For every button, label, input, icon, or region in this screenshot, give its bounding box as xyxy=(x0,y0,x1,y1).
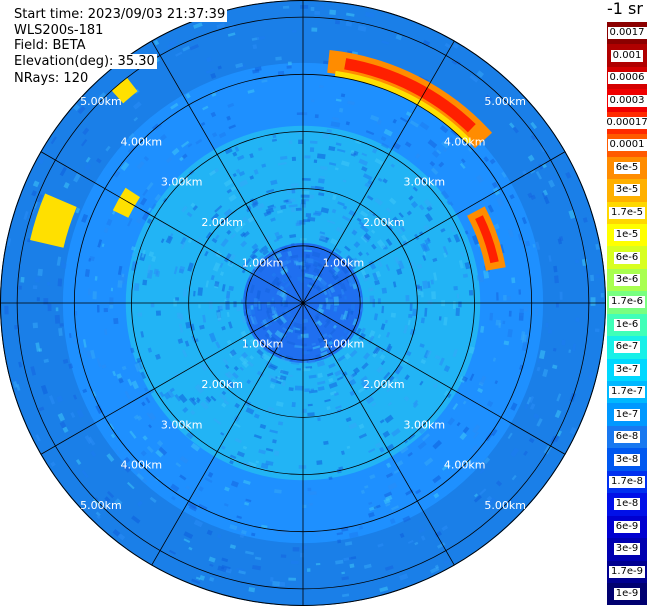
colorbar-swatch: 0.0003 xyxy=(607,89,647,112)
start-time-label: Start time: 2023/09/03 21:37:39 xyxy=(12,7,228,22)
range-ring-label: 5.00km xyxy=(484,499,526,512)
colorbar-tick-label: 1e-9 xyxy=(613,588,641,601)
colorbar-tick-label: 6e-9 xyxy=(613,520,641,533)
ppi-scan-plot: 1.00km 2.00km 3.00km 4.00km 5.00km 1.00km 2.00… xyxy=(0,0,606,606)
colorbar-swatch: 1e-8 xyxy=(607,493,647,516)
colorbar-swatch: 6e-5 xyxy=(607,156,647,180)
colorbar-tick-label: 1e-5 xyxy=(613,229,641,242)
colorbar-swatch: 3e-9 xyxy=(607,538,647,561)
instrument-label: WLS200s-181 xyxy=(12,23,106,38)
colorbar-swatch: 1e-6 xyxy=(607,313,647,337)
colorbar-tick-label: 1e-8 xyxy=(613,498,641,511)
colorbar-tick-label: 0.001 xyxy=(610,49,644,62)
colorbar-swatch: 1e-5 xyxy=(607,223,647,247)
plume-northeast-edge xyxy=(334,70,472,145)
colorbar-swatch: 3e-8 xyxy=(607,448,647,471)
colorbar-swatch: 3e-6 xyxy=(607,268,647,292)
colorbar-tick-label: 6e-8 xyxy=(613,431,641,444)
plume-west xyxy=(30,193,77,248)
colorbar-swatch: 0.0001 xyxy=(607,134,647,157)
range-ring-label: 4.00km xyxy=(444,459,486,472)
range-ring-label: 4.00km xyxy=(121,459,163,472)
range-ring-label: 4.00km xyxy=(444,135,486,148)
colorbar-swatch: 0.0017 xyxy=(607,22,647,45)
plume-northeast-core xyxy=(344,58,476,133)
colorbar-swatch: 1.7e-8 xyxy=(607,470,647,494)
colorbar-tick-label: 3e-9 xyxy=(613,543,641,556)
elevation-label: Elevation(deg): 35.30 xyxy=(12,54,157,69)
colorbar-tick-label: 3e-5 xyxy=(613,184,641,197)
colorbar-tick-label: 1.7e-6 xyxy=(608,296,646,309)
colorbar-swatch: 1.7e-9 xyxy=(607,560,647,583)
colorbar-tick-label: 0.0003 xyxy=(607,94,647,107)
azimuth-line xyxy=(151,40,455,566)
colorbar-tick-label: 1.7e-8 xyxy=(608,475,646,488)
plume-northwest xyxy=(111,77,138,104)
range-ring-label: 1.00km xyxy=(323,257,365,270)
colorbar-swatch: 1.7e-6 xyxy=(607,291,647,314)
colorbar-swatch: 0.0006 xyxy=(607,66,647,90)
range-ring-label: 5.00km xyxy=(80,499,122,512)
range-ring-label: 2.00km xyxy=(363,216,405,229)
colorbar-tick-label: 3e-6 xyxy=(613,274,641,287)
colorbar-swatch: 0.00017 xyxy=(604,111,647,135)
colorbar-swatch: 1e-7 xyxy=(607,403,647,426)
range-ring-label: 3.00km xyxy=(403,176,445,189)
colorbar-swatch: 3e-5 xyxy=(607,179,647,202)
plume-west-inner xyxy=(112,187,140,218)
colorbar-tick-label: 0.0006 xyxy=(607,72,647,85)
colorbar-swatch: 6e-6 xyxy=(607,246,647,269)
colorbar-unit-label: -1 sr xyxy=(607,0,643,18)
range-ring-label: 3.00km xyxy=(161,418,203,431)
colorbar-swatch: 1.7e-5 xyxy=(607,201,647,224)
colorbar-tick-label: 6e-6 xyxy=(613,251,641,264)
range-ring-label: 1.00km xyxy=(323,337,365,350)
colorbar-tick-label: 0.0017 xyxy=(607,27,647,40)
range-ring-label: 5.00km xyxy=(80,95,122,108)
colorbar-swatch: 6e-8 xyxy=(607,425,647,449)
field-label: Field: BETA xyxy=(12,38,88,53)
colorbar-swatch: 3e-7 xyxy=(607,358,647,381)
colorbar-tick-label: 1.7e-5 xyxy=(608,206,646,219)
range-ring-label: 3.00km xyxy=(161,176,203,189)
colorbar-tick-label: 0.0001 xyxy=(607,139,647,152)
colorbar-tick-label: 6e-7 xyxy=(613,341,641,354)
nrays-label: NRays: 120 xyxy=(12,71,91,86)
range-ring-label: 4.00km xyxy=(121,135,163,148)
range-ring-label: 3.00km xyxy=(403,418,445,431)
colorbar-tick-label: 1.7e-7 xyxy=(608,386,646,399)
colorbar-swatch: 6e-7 xyxy=(607,336,647,359)
plume-east-core xyxy=(475,215,499,264)
colorbar-tick-label: 3e-7 xyxy=(613,363,641,376)
colorbar-tick-label: 0.00017 xyxy=(604,116,647,129)
colorbar-tick-label: 1e-7 xyxy=(613,408,641,421)
range-ring-label: 2.00km xyxy=(201,216,243,229)
colorbar-swatch: 1e-9 xyxy=(607,582,647,606)
colorbar-swatch: 0.001 xyxy=(607,44,647,67)
range-ring-label: 2.00km xyxy=(363,378,405,391)
range-ring-label: 5.00km xyxy=(484,95,526,108)
colorbar-swatch: 6e-9 xyxy=(607,515,647,539)
colorbar-tick-label: 1e-6 xyxy=(613,318,641,331)
colorbar-tick-label: 6e-5 xyxy=(613,161,641,174)
colorbar-tick-label: 3e-8 xyxy=(613,453,641,466)
range-ring-label: 2.00km xyxy=(201,378,243,391)
range-ring-label: 1.00km xyxy=(242,337,284,350)
range-ring-label: 1.00km xyxy=(242,257,284,270)
colorbar-swatch: 1.7e-7 xyxy=(607,381,647,404)
colorbar-tick-label: 1.7e-9 xyxy=(608,565,646,578)
colorbar: 0.0017 0.001 0.0006 0.0003 0.00017 0.0001 6e-5… xyxy=(604,22,647,606)
